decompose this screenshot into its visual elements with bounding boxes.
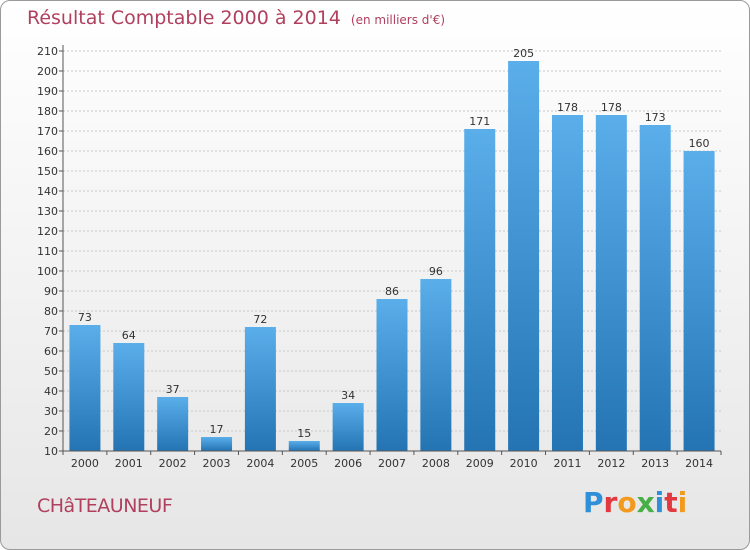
logo-letter: i <box>654 486 665 519</box>
data-label: 178 <box>557 101 578 114</box>
x-tick-label: 2004 <box>246 457 274 470</box>
x-tick-label: 2000 <box>71 457 99 470</box>
logo-letter: r <box>603 486 618 519</box>
x-tick-label: 2010 <box>510 457 538 470</box>
x-tick-label: 2001 <box>115 457 143 470</box>
y-tick-label: 160 <box>37 145 58 158</box>
bar <box>332 403 364 451</box>
x-tick-label: 2013 <box>641 457 669 470</box>
x-tick-label: 2002 <box>159 457 187 470</box>
logo-letter: x <box>636 486 655 519</box>
bar <box>551 115 583 451</box>
city-name: CHâTEAUNEUF <box>37 495 173 517</box>
x-tick-label: 2012 <box>597 457 625 470</box>
x-tick-label: 2003 <box>203 457 231 470</box>
x-tick-label: 2014 <box>685 457 713 470</box>
y-tick-label: 150 <box>37 165 58 178</box>
bar <box>201 437 233 451</box>
data-label: 160 <box>689 137 710 150</box>
y-tick-label: 130 <box>37 205 58 218</box>
y-tick-label: 30 <box>44 405 58 418</box>
y-tick-label: 20 <box>44 425 58 438</box>
bar <box>595 115 627 451</box>
logo-letter: P <box>583 486 604 519</box>
data-label: 173 <box>645 111 666 124</box>
chart-title: Résultat Comptable 2000 à 2014 <box>27 7 341 29</box>
bar <box>288 441 320 451</box>
bar <box>157 397 189 451</box>
data-label: 64 <box>122 329 136 342</box>
y-tick-label: 170 <box>37 125 58 138</box>
y-tick-label: 50 <box>44 365 58 378</box>
y-tick-label: 80 <box>44 305 58 318</box>
data-label: 205 <box>513 47 534 60</box>
data-label: 178 <box>601 101 622 114</box>
bar <box>464 129 496 451</box>
data-label: 17 <box>210 423 224 436</box>
bar <box>683 151 715 451</box>
x-tick-label: 2006 <box>334 457 362 470</box>
y-tick-label: 190 <box>37 85 58 98</box>
chart-subtitle: (en milliers d'€) <box>350 13 446 27</box>
x-tick-label: 2009 <box>466 457 494 470</box>
y-tick-label: 10 <box>44 445 58 458</box>
bar <box>508 61 540 451</box>
y-tick-label: 180 <box>37 105 58 118</box>
bar <box>376 299 408 451</box>
logo-letter: i <box>677 486 688 519</box>
x-axis-ticks: 2000 2001 2002 2003 2004 2005 2006 2007 2008 2009… <box>62 451 722 470</box>
bars <box>69 61 715 451</box>
data-label: 37 <box>166 383 180 396</box>
logo-letter: o <box>617 486 637 519</box>
data-label: 15 <box>297 427 311 440</box>
bar <box>244 327 276 451</box>
y-tick-label: 210 <box>37 45 58 58</box>
data-label: 73 <box>78 311 92 324</box>
axes <box>62 45 721 452</box>
x-tick-label: 2005 <box>290 457 318 470</box>
proxiti-logo: Proxiti <box>583 486 687 519</box>
y-tick-label: 40 <box>44 385 58 398</box>
bar <box>69 325 101 451</box>
x-tick-label: 2008 <box>422 457 450 470</box>
data-label: 86 <box>385 285 399 298</box>
y-tick-label: 140 <box>37 185 58 198</box>
y-tick-label: 60 <box>44 345 58 358</box>
y-tick-label: 70 <box>44 325 58 338</box>
data-label: 96 <box>429 265 443 278</box>
bar <box>639 125 671 451</box>
title-row: Résultat Comptable 2000 à 2014 (en millie… <box>27 7 445 29</box>
data-label: 171 <box>469 115 490 128</box>
y-tick-label: 110 <box>37 245 58 258</box>
data-labels: 73 64 37 17 72 15 34 86 96 171 205 178 178 173 160 <box>78 47 710 440</box>
logo-letter: t <box>664 486 678 519</box>
data-label: 34 <box>341 389 355 402</box>
y-tick-label: 100 <box>37 265 58 278</box>
bar <box>113 343 145 451</box>
x-tick-label: 2011 <box>553 457 581 470</box>
bar <box>420 279 452 451</box>
y-axis-ticks: 10 20 30 40 50 60 70 80 90 100 110 120 130 140 150 160 1… <box>37 45 63 458</box>
y-tick-label: 200 <box>37 65 58 78</box>
x-tick-label: 2007 <box>378 457 406 470</box>
y-tick-label: 90 <box>44 285 58 298</box>
y-tick-label: 120 <box>37 225 58 238</box>
data-label: 72 <box>253 313 267 326</box>
